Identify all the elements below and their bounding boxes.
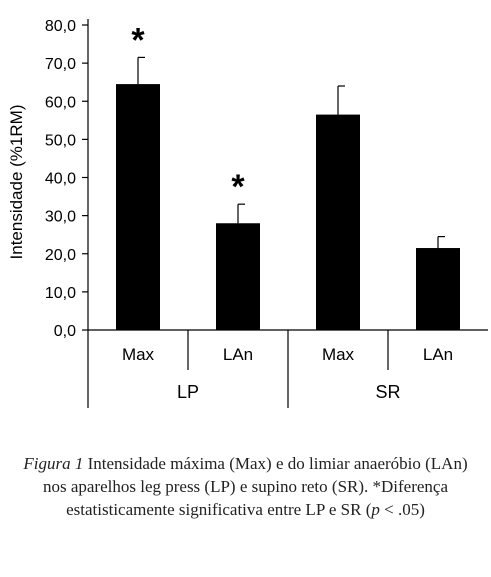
- caption-p-symbol: p: [371, 500, 380, 519]
- bar: [416, 248, 460, 330]
- y-tick-label: 50,0: [45, 132, 76, 149]
- y-ticks: 0,0 10,0 20,0 30,0 40,0 50,0 60,0 70,0 80,0: [45, 18, 88, 340]
- bar: [216, 223, 260, 330]
- y-tick-label: 40,0: [45, 171, 76, 188]
- group-labels: LP SR: [177, 382, 401, 402]
- figure-label: Figura 1: [23, 454, 84, 473]
- significance-star: *: [131, 21, 145, 59]
- y-tick-label: 70,0: [45, 56, 76, 73]
- category-label: LAn: [223, 345, 253, 364]
- group-label: SR: [375, 382, 400, 402]
- category-label: LAn: [423, 345, 453, 364]
- bar: [116, 84, 160, 330]
- y-tick-label: 30,0: [45, 209, 76, 226]
- category-labels: Max LAn Max LAn: [122, 345, 453, 364]
- category-label: Max: [122, 345, 155, 364]
- caption-text-2: < .05): [379, 500, 425, 519]
- significance-markers: **: [131, 21, 245, 206]
- y-tick-label: 10,0: [45, 285, 76, 302]
- bar-chart: 0,010,020,030,040,050,060,070,080,0 ** M…: [7, 18, 488, 408]
- y-tick-label: 60,0: [45, 94, 76, 111]
- significance-star: *: [231, 168, 245, 206]
- caption-text-1: Intensidade máxima (Max) e do limiar ana…: [42, 454, 468, 519]
- figure-caption: Figura 1 Intensidade máxima (Max) e do l…: [20, 452, 471, 521]
- y-tick-label: 20,0: [45, 247, 76, 264]
- y-tick-label: 0,0: [54, 323, 76, 340]
- bars: [116, 84, 460, 330]
- error-bars: [137, 56, 445, 249]
- group-label: LP: [177, 382, 199, 402]
- bar: [316, 114, 360, 330]
- category-label: Max: [322, 345, 355, 364]
- y-axis-label: Intensidade (%1RM): [7, 105, 26, 260]
- y-tick-label: 80,0: [45, 18, 76, 35]
